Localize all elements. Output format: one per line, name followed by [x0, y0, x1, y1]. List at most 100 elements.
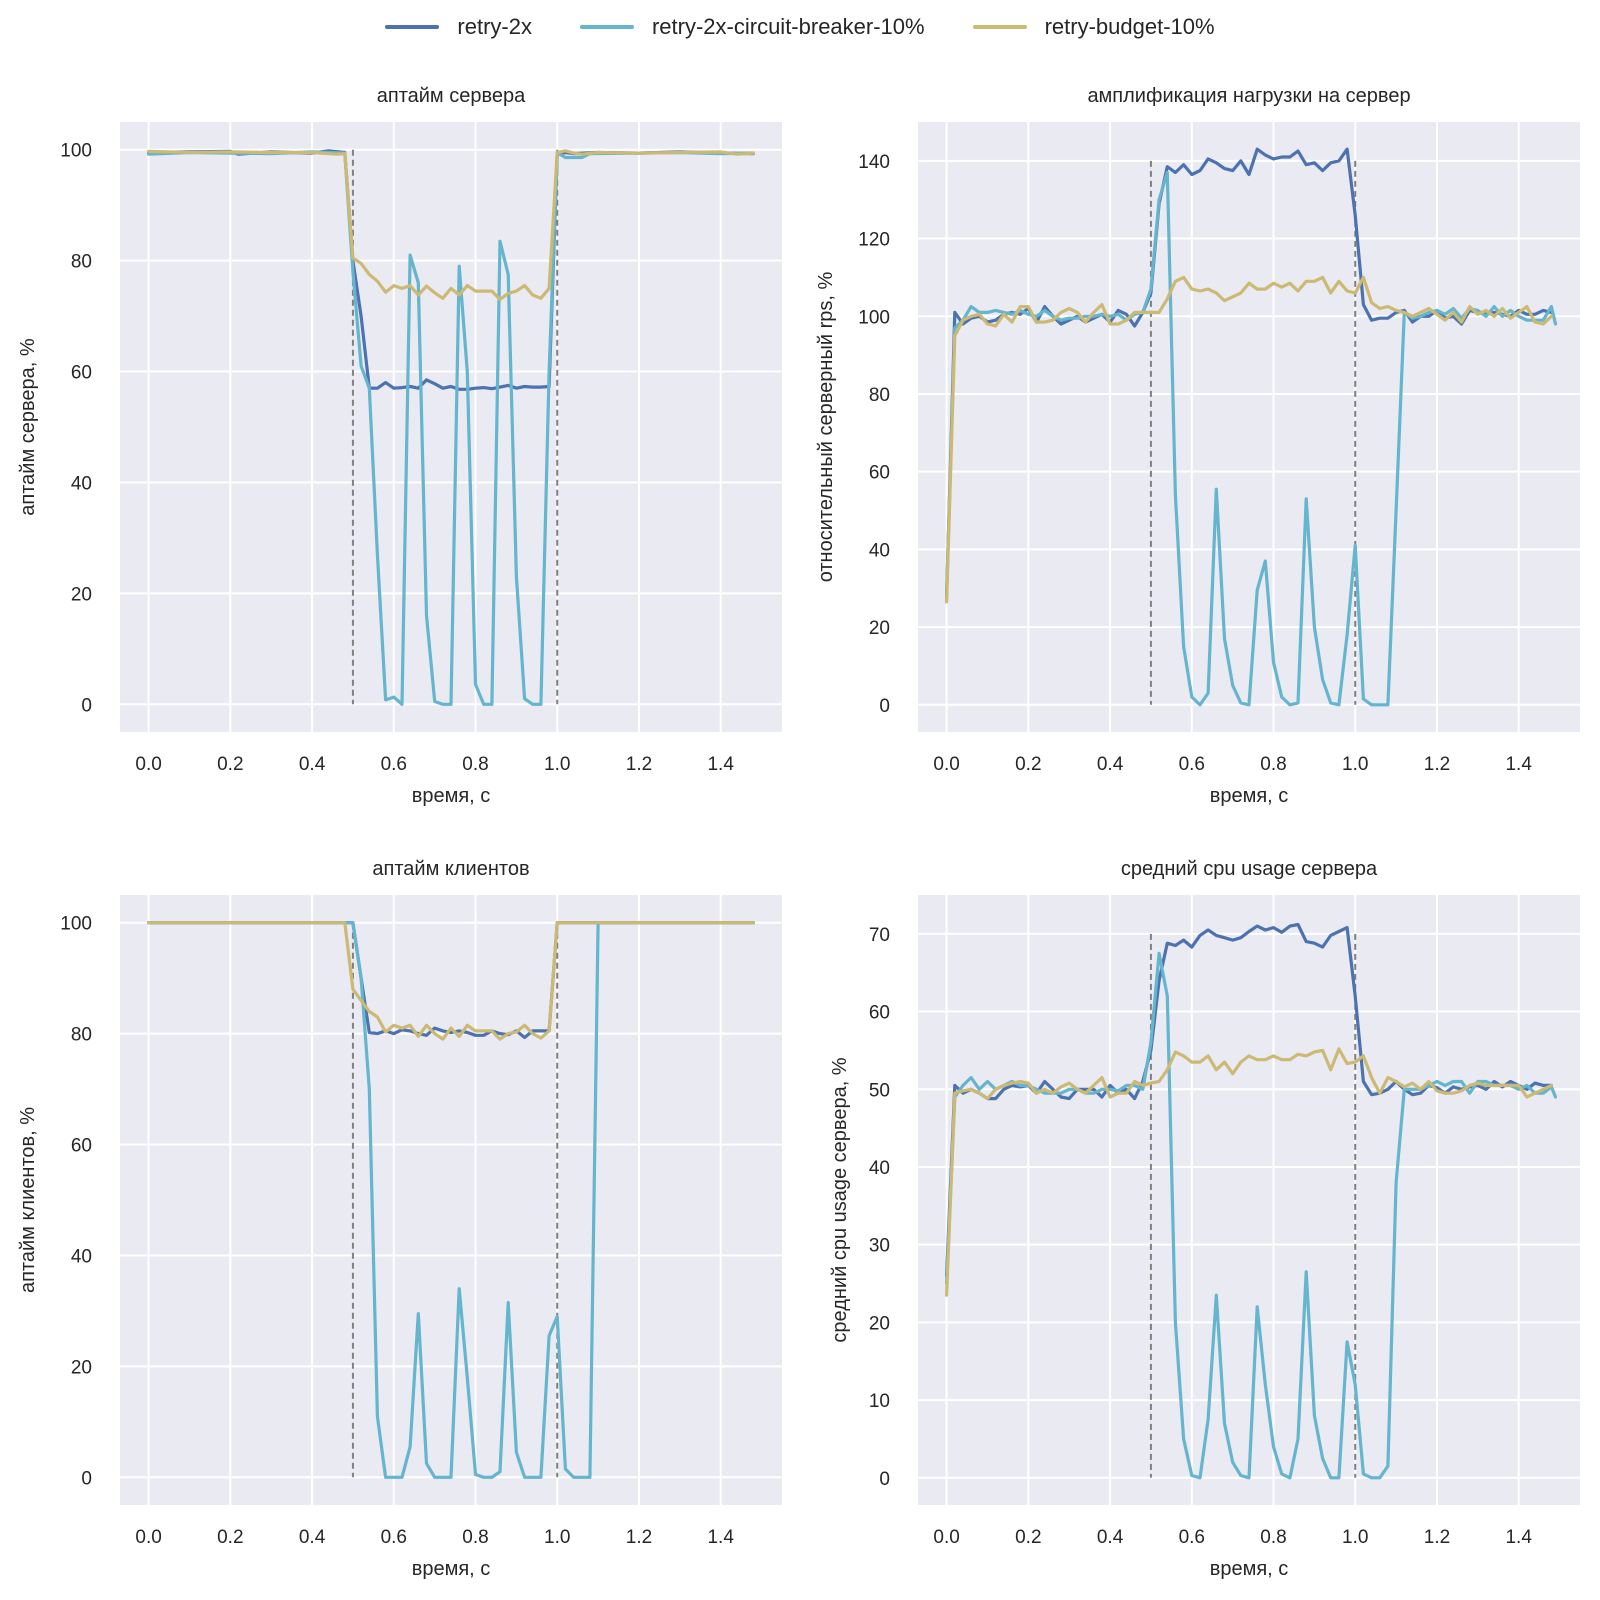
y-tick-label: 40 — [869, 1158, 890, 1179]
y-tick-label: 0 — [879, 696, 890, 717]
x-tick-label: 0.2 — [217, 754, 243, 775]
x-tick-label: 0.6 — [1179, 754, 1205, 775]
y-tick-label: 20 — [869, 1313, 890, 1334]
x-tick-label: 1.2 — [626, 754, 652, 775]
y-axis-label: средний cpu usage сервера, % — [829, 1057, 851, 1342]
y-tick-label: 80 — [71, 252, 92, 273]
y-tick-label: 40 — [869, 540, 890, 561]
x-tick-label: 1.4 — [1505, 1527, 1532, 1548]
x-tick-label: 0.8 — [1260, 754, 1286, 775]
y-axis-label: аптайм клиентов, % — [17, 1107, 39, 1293]
x-axis-label: время, с — [1210, 1558, 1289, 1580]
y-tick-label: 60 — [71, 1136, 92, 1157]
y-tick-label: 80 — [869, 385, 890, 406]
x-tick-label: 0.2 — [1015, 1527, 1041, 1548]
y-tick-label: 0 — [81, 1468, 92, 1489]
x-tick-label: 1.4 — [707, 1527, 734, 1548]
y-tick-label: 50 — [869, 1080, 890, 1101]
y-tick-label: 100 — [60, 141, 92, 162]
legend-item-retry-2x-circuit-breaker: retry-2x-circuit-breaker-10% — [579, 14, 925, 40]
subplot-server-uptime: 0.0 0.2 0.4 0.6 0.8 1.0 1.2 1.4 0 20 40 60 80 100 апта… — [17, 85, 782, 807]
x-tick-label: 0.6 — [381, 754, 407, 775]
y-tick-label: 80 — [71, 1025, 92, 1046]
subplot-title: аптайм клиентов — [372, 858, 529, 880]
y-tick-label: 100 — [858, 307, 890, 328]
plot-area — [120, 895, 782, 1505]
x-axis-label: время, с — [412, 1558, 491, 1580]
x-tick-label: 1.0 — [544, 754, 570, 775]
series-line-retry-budget-10 — [147, 921, 755, 1041]
y-tick-label: 10 — [869, 1391, 890, 1412]
x-tick-label: 1.4 — [707, 754, 734, 775]
y-tick-label: 20 — [71, 1357, 92, 1378]
y-tick-label: 20 — [869, 618, 890, 639]
y-tick-label: 140 — [858, 152, 890, 173]
plot-area — [918, 122, 1580, 732]
subplot-title: средний cpu usage сервера — [1121, 858, 1378, 880]
series-line-retry-2x-circuit-breaker-10 — [945, 951, 1558, 1480]
x-tick-label: 0.6 — [1179, 1527, 1205, 1548]
subplot-title: амплификация нагрузки на сервер — [1087, 85, 1410, 107]
x-tick-label: 1.4 — [1505, 754, 1532, 775]
x-tick-label: 0.4 — [299, 1527, 326, 1548]
x-tick-label: 0.0 — [933, 1527, 959, 1548]
series-line-retry-2x-circuit-breaker-10 — [945, 170, 1558, 707]
legend-label: retry-2x-circuit-breaker-10% — [651, 14, 925, 39]
y-tick-label: 60 — [869, 463, 890, 484]
x-tick-label: 1.0 — [544, 1527, 570, 1548]
series-line-retry-2x — [147, 921, 755, 1040]
y-tick-label: 100 — [60, 914, 92, 935]
y-tick-label: 120 — [858, 230, 890, 251]
x-tick-label: 0.8 — [462, 754, 488, 775]
y-axis-label: аптайм сервера, % — [17, 338, 39, 516]
x-tick-label: 0.4 — [299, 754, 326, 775]
series-line-retry-budget-10 — [945, 275, 1553, 604]
subplot-client-uptime: 0.0 0.2 0.4 0.6 0.8 1.0 1.2 1.4 0 20 40 60 80 100 апта… — [17, 858, 782, 1580]
legend: retry-2x retry-2x-circuit-breaker-10% re… — [0, 14, 1600, 40]
series-line-retry-budget-10 — [945, 1047, 1553, 1297]
series-line-retry-2x-circuit-breaker-10 — [147, 921, 755, 1479]
y-tick-label: 60 — [71, 363, 92, 384]
subplot-server-load-amplification: 0.0 0.2 0.4 0.6 0.8 1.0 1.2 1.4 0 20 40 60 80 100 120 1… — [815, 85, 1580, 807]
legend-label: retry-budget-10% — [1044, 14, 1215, 39]
x-axis-label: время, с — [1210, 785, 1289, 807]
x-tick-label: 1.0 — [1342, 754, 1368, 775]
y-tick-label: 40 — [71, 1246, 92, 1267]
y-tick-label: 20 — [71, 584, 92, 605]
x-tick-label: 0.0 — [135, 1527, 161, 1548]
y-tick-label: 60 — [869, 1003, 890, 1024]
y-tick-label: 0 — [81, 695, 92, 716]
subplot-server-cpu-usage: 0.0 0.2 0.4 0.6 0.8 1.0 1.2 1.4 0 10 20 30 40 50 60 70 с… — [829, 858, 1580, 1580]
legend-swatch-retry-2x — [385, 25, 440, 29]
x-tick-label: 1.2 — [1424, 1527, 1450, 1548]
x-tick-label: 1.0 — [1342, 1527, 1368, 1548]
y-tick-label: 40 — [71, 473, 92, 494]
y-tick-label: 30 — [869, 1236, 890, 1257]
x-tick-label: 0.0 — [135, 754, 161, 775]
legend-item-retry-budget: retry-budget-10% — [972, 14, 1215, 40]
y-tick-label: 70 — [869, 925, 890, 946]
x-tick-label: 1.2 — [626, 1527, 652, 1548]
x-tick-label: 0.6 — [381, 1527, 407, 1548]
legend-item-retry-2x: retry-2x — [385, 14, 532, 40]
plot-area — [918, 895, 1580, 1505]
y-tick-label: 0 — [879, 1469, 890, 1490]
x-tick-label: 0.8 — [1260, 1527, 1286, 1548]
legend-swatch-retry-2x-circuit-breaker — [579, 25, 634, 29]
subplot-title: аптайм сервера — [377, 85, 526, 107]
legend-swatch-retry-budget — [972, 25, 1027, 29]
x-tick-label: 1.2 — [1424, 754, 1450, 775]
x-tick-label: 0.4 — [1097, 754, 1124, 775]
x-tick-label: 0.2 — [1015, 754, 1041, 775]
x-tick-label: 0.2 — [217, 1527, 243, 1548]
legend-label: retry-2x — [457, 14, 532, 39]
x-tick-label: 0.4 — [1097, 1527, 1124, 1548]
x-tick-label: 0.0 — [933, 754, 959, 775]
series-line-retry-2x-circuit-breaker-10 — [147, 150, 755, 706]
y-axis-label: относительный серверный rps, % — [815, 272, 837, 583]
x-tick-label: 0.8 — [462, 1527, 488, 1548]
series-line-retry-budget-10 — [147, 149, 755, 302]
series-line-retry-2x — [945, 922, 1553, 1278]
x-axis-label: время, с — [412, 785, 491, 807]
